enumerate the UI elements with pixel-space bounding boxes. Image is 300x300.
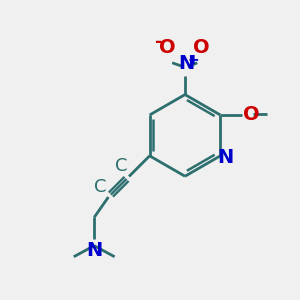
Text: +: + [188,53,199,68]
Text: O: O [243,105,260,124]
Text: C: C [115,157,128,175]
Text: N: N [218,148,234,167]
Text: N: N [178,54,194,73]
Text: N: N [86,241,102,260]
Text: O: O [159,38,175,57]
Text: C: C [94,178,107,196]
Text: -: - [155,33,163,51]
Text: O: O [193,38,210,57]
